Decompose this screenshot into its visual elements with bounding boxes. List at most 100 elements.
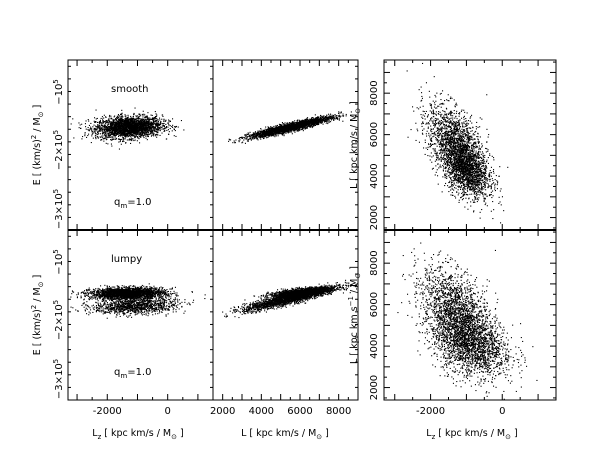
scatter-point bbox=[263, 136, 265, 138]
scatter-point bbox=[93, 128, 95, 130]
scatter-point bbox=[130, 115, 132, 117]
scatter-point bbox=[123, 132, 125, 134]
scatter-point bbox=[297, 130, 299, 132]
scatter-point bbox=[149, 124, 151, 126]
l-y-tick-label: 8000 bbox=[369, 250, 380, 275]
scatter-point bbox=[125, 130, 127, 132]
scatter-point bbox=[276, 126, 278, 128]
scatter-point bbox=[328, 119, 330, 121]
scatter-point bbox=[322, 118, 324, 120]
scatter-point bbox=[286, 122, 288, 124]
scatter-point bbox=[322, 115, 324, 117]
scatter-point bbox=[120, 118, 122, 120]
scatter-point bbox=[319, 120, 321, 122]
scatter-point bbox=[324, 116, 326, 118]
scatter-point bbox=[111, 123, 113, 125]
scatter-point bbox=[140, 122, 142, 124]
scatter-point bbox=[150, 132, 152, 134]
scatter-point bbox=[102, 128, 104, 130]
scatter-point bbox=[333, 119, 335, 121]
scatter-point bbox=[153, 122, 155, 124]
scatter-point bbox=[103, 138, 105, 140]
scatter-point bbox=[131, 126, 133, 128]
scatter-point bbox=[141, 128, 143, 130]
scatter-point bbox=[139, 130, 141, 132]
scatter-point bbox=[301, 120, 303, 122]
scatter-point bbox=[135, 118, 137, 120]
scatter-point bbox=[131, 119, 133, 121]
scatter-point bbox=[104, 135, 106, 137]
scatter-point bbox=[244, 137, 246, 139]
scatter-point bbox=[120, 126, 122, 128]
lz-tick-label-left: -2000 bbox=[93, 406, 122, 417]
scatter-point bbox=[140, 130, 142, 132]
scatter-point bbox=[136, 118, 138, 120]
scatter-point bbox=[140, 134, 142, 136]
scatter-point bbox=[113, 116, 115, 118]
scatter-point bbox=[108, 118, 110, 120]
scatter-point bbox=[102, 137, 104, 139]
scatter-point bbox=[114, 127, 116, 129]
scatter-point bbox=[257, 135, 259, 137]
scatter-point bbox=[145, 133, 147, 135]
scatter-panel-top-middle bbox=[228, 111, 357, 144]
scatter-point bbox=[139, 134, 141, 136]
scatter-point bbox=[158, 124, 160, 126]
scatter-point bbox=[130, 117, 132, 119]
scatter-point bbox=[124, 132, 126, 134]
scatter-point bbox=[116, 122, 118, 124]
scatter-point bbox=[141, 129, 143, 131]
scatter-point bbox=[252, 138, 254, 140]
scatter-point bbox=[102, 120, 104, 122]
scatter-point bbox=[105, 120, 107, 122]
scatter-point bbox=[251, 135, 253, 137]
scatter-point bbox=[322, 120, 324, 122]
scatter-point bbox=[318, 120, 320, 122]
scatter-point bbox=[159, 127, 161, 129]
scatter-point bbox=[119, 131, 121, 133]
scatter-point bbox=[332, 116, 334, 118]
scatter-point bbox=[161, 114, 163, 116]
scatter-point bbox=[141, 124, 143, 126]
scatter-point bbox=[111, 139, 113, 141]
scatter-point bbox=[128, 139, 130, 141]
scatter-point bbox=[125, 127, 127, 129]
scatter-point bbox=[162, 123, 164, 125]
scatter-point bbox=[95, 127, 97, 129]
scatter-point bbox=[102, 128, 104, 130]
scatter-point bbox=[153, 118, 155, 120]
scatter-point bbox=[120, 120, 122, 122]
l-y-tick-label: 4000 bbox=[369, 333, 380, 358]
scatter-point bbox=[245, 134, 247, 136]
scatter-point bbox=[146, 117, 148, 119]
scatter-point bbox=[99, 123, 101, 125]
scatter-point bbox=[123, 124, 125, 126]
scatter-point bbox=[140, 120, 142, 122]
scatter-point bbox=[92, 133, 94, 135]
scatter-point bbox=[117, 123, 119, 125]
scatter-point bbox=[314, 124, 316, 126]
scatter-point bbox=[114, 128, 116, 130]
scatter-point bbox=[139, 122, 141, 124]
scatter-point bbox=[296, 122, 298, 124]
scatter-point bbox=[326, 114, 328, 116]
scatter-point bbox=[127, 130, 129, 132]
scatter-point bbox=[277, 127, 279, 129]
scatter-point bbox=[143, 122, 145, 124]
scatter-point bbox=[113, 127, 115, 129]
scatter-point bbox=[107, 129, 109, 131]
scatter-point bbox=[135, 133, 137, 135]
scatter-point bbox=[158, 127, 160, 129]
scatter-point bbox=[96, 126, 98, 128]
scatter-point bbox=[117, 138, 119, 140]
scatter-point bbox=[95, 130, 97, 132]
scatter-point bbox=[119, 139, 121, 141]
scatter-point bbox=[127, 119, 129, 121]
scatter-point bbox=[136, 133, 138, 135]
scatter-point bbox=[111, 122, 113, 124]
scatter-point bbox=[108, 129, 110, 131]
scatter-point bbox=[144, 133, 146, 135]
scatter-point bbox=[152, 118, 154, 120]
scatter-point bbox=[87, 135, 89, 137]
scatter-point bbox=[158, 129, 160, 131]
